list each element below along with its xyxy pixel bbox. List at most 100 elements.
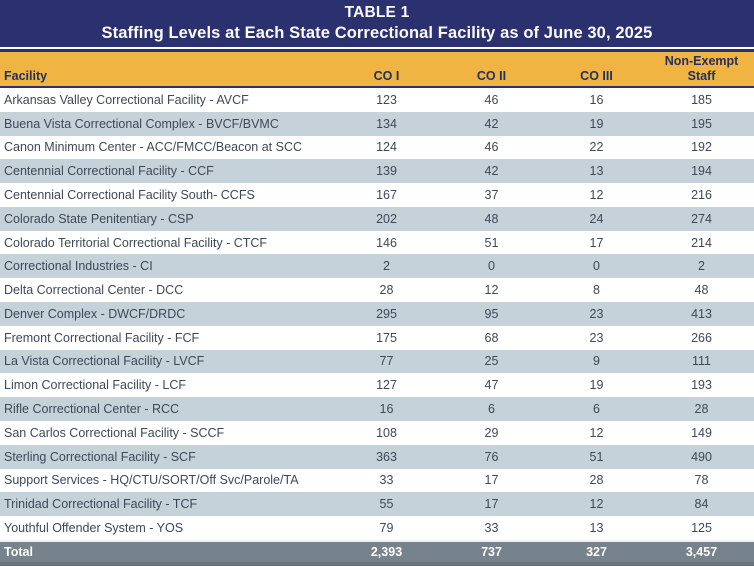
co1-value: 127 — [376, 378, 397, 393]
facility-name: Colorado Territorial Correctional Facili… — [4, 235, 268, 250]
co2-value: 47 — [484, 378, 499, 393]
total-co2-value: 737 — [481, 544, 502, 559]
facility-name: Colorado State Penitentiary - CSP — [4, 211, 194, 226]
facility-name: Arkansas Valley Correctional Facility - … — [4, 92, 249, 107]
facility-name: Fremont Correctional Facility - FCF — [4, 330, 200, 345]
co2-value: 25 — [484, 354, 499, 369]
non-exempt-value: 125 — [691, 520, 712, 535]
table-row: Buena Vista Correctional Complex - BVCF/… — [0, 111, 754, 136]
co1-value: 202 — [376, 211, 397, 226]
non-exempt-value: 2 — [698, 259, 705, 274]
non-exempt-value: 149 — [691, 425, 712, 440]
co1-value: 295 — [376, 306, 397, 321]
co1-value: 363 — [376, 449, 397, 464]
table-row: Sterling Correctional Facility - SCF 363… — [0, 444, 754, 469]
total-co3-value: 327 — [586, 544, 607, 559]
co1-value: 79 — [379, 520, 394, 535]
co3-value: 9 — [593, 354, 600, 369]
co2-value: 6 — [488, 402, 495, 417]
co2-value: 29 — [484, 425, 499, 440]
table-row: Delta Correctional Center - DCC 28 12 8 … — [0, 278, 754, 303]
co3-value: 19 — [589, 378, 604, 393]
co2-value: 42 — [484, 116, 499, 131]
co3-value: 24 — [589, 211, 604, 226]
facility-name: Limon Correctional Facility - LCF — [4, 378, 186, 393]
co3-value: 22 — [589, 140, 604, 155]
co1-value: 55 — [379, 497, 394, 512]
co2-value: 46 — [484, 92, 499, 107]
co2-value: 76 — [484, 449, 499, 464]
co1-value: 77 — [379, 354, 394, 369]
facility-name: Canon Minimum Center - ACC/FMCC/Beacon a… — [4, 140, 303, 155]
facility-name: Centennial Correctional Facility - CCF — [4, 164, 214, 179]
co2-value: 68 — [484, 330, 499, 345]
co2-value: 42 — [484, 164, 499, 179]
non-exempt-value: 194 — [691, 164, 712, 179]
facility-name: Denver Complex - DWCF/DRDC — [4, 306, 186, 321]
table-row: Denver Complex - DWCF/DRDC 295 95 23 413 — [0, 302, 754, 326]
table-row: Correctional Industries - CI 2 0 0 2 — [0, 254, 754, 279]
title-separator — [0, 47, 754, 49]
co3-value: 51 — [589, 449, 604, 464]
table-row: La Vista Correctional Facility - LVCF 77… — [0, 349, 754, 374]
column-header-row: Facility CO I CO II CO III Non-Exempt St… — [0, 49, 754, 88]
non-exempt-value: 48 — [694, 283, 709, 298]
table-row: Rifle Correctional Center - RCC 16 6 6 2… — [0, 397, 754, 421]
facility-name: Rifle Correctional Center - RCC — [4, 402, 180, 417]
co1-value: 134 — [376, 116, 397, 131]
table-body: Arkansas Valley Correctional Facility - … — [0, 88, 754, 540]
table-row: Support Services - HQ/CTU/SORT/Off Svc/P… — [0, 468, 754, 493]
co3-value: 28 — [589, 473, 604, 488]
co1-value: 175 — [376, 330, 397, 345]
co3-value: 13 — [589, 520, 604, 535]
table-title-band: TABLE 1 Staffing Levels at Each State Co… — [0, 0, 754, 47]
co3-value: 13 — [589, 164, 604, 179]
facility-name: Correctional Industries - CI — [4, 259, 153, 274]
table-title: Staffing Levels at Each State Correction… — [101, 24, 653, 42]
co3-value: 23 — [589, 306, 604, 321]
non-exempt-value: 274 — [691, 211, 712, 226]
co2-value: 46 — [484, 140, 499, 155]
co1-value: 123 — [376, 92, 397, 107]
facility-name: Trinidad Correctional Facility - TCF — [4, 497, 198, 512]
non-exempt-value: 214 — [691, 235, 712, 250]
table-row: Trinidad Correctional Facility - TCF 55 … — [0, 492, 754, 517]
co1-value: 139 — [376, 164, 397, 179]
co2-value: 95 — [484, 306, 499, 321]
co3-value: 19 — [589, 116, 604, 131]
co2-value: 37 — [484, 188, 499, 203]
non-exempt-value: 28 — [694, 402, 709, 417]
column-header-co2: CO II — [476, 69, 507, 83]
co2-value: 51 — [484, 235, 499, 250]
co3-value: 8 — [593, 283, 600, 298]
co2-value: 17 — [484, 473, 499, 488]
co1-value: 167 — [376, 188, 397, 203]
table-label: TABLE 1 — [344, 4, 410, 21]
co1-value: 2 — [383, 259, 390, 274]
facility-name: Support Services - HQ/CTU/SORT/Off Svc/P… — [4, 473, 299, 488]
co2-value: 17 — [484, 497, 499, 512]
table-row: Centennial Correctional Facility - CCF 1… — [0, 159, 754, 184]
non-exempt-value: 84 — [694, 497, 709, 512]
co3-value: 6 — [593, 402, 600, 417]
co2-value: 33 — [484, 520, 499, 535]
facility-name: Sterling Correctional Facility - SCF — [4, 449, 196, 464]
facility-name: Delta Correctional Center - DCC — [4, 283, 184, 298]
total-co1-value: 2,393 — [370, 544, 403, 559]
co3-value: 12 — [589, 425, 604, 440]
table-row: Fremont Correctional Facility - FCF 175 … — [0, 325, 754, 350]
non-exempt-value: 185 — [691, 92, 712, 107]
table-row: San Carlos Correctional Facility - SCCF … — [0, 420, 754, 445]
facility-name: San Carlos Correctional Facility - SCCF — [4, 425, 225, 440]
column-header-facility: Facility — [4, 69, 48, 83]
co3-value: 23 — [589, 330, 604, 345]
non-exempt-value: 413 — [691, 306, 712, 321]
non-exempt-value: 216 — [691, 188, 712, 203]
co3-value: 12 — [589, 188, 604, 203]
facility-name: Youthful Offender System - YOS — [4, 520, 184, 535]
table-row: Canon Minimum Center - ACC/FMCC/Beacon a… — [0, 135, 754, 160]
table-row: Limon Correctional Facility - LCF 127 47… — [0, 373, 754, 398]
table-row: Centennial Correctional Facility South- … — [0, 183, 754, 207]
non-exempt-value: 192 — [691, 140, 712, 155]
